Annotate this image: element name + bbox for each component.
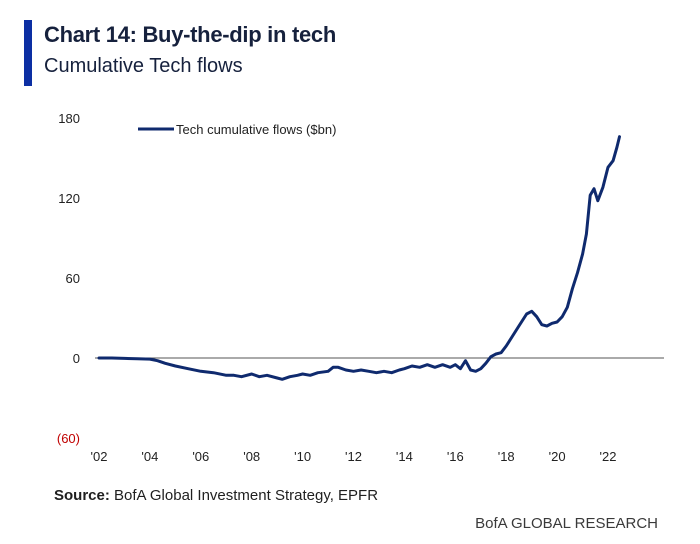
series-line	[97, 135, 621, 381]
x-tick-label: '08	[243, 449, 260, 464]
y-tick-label: 180	[58, 111, 80, 126]
y-tick-label: 120	[58, 191, 80, 206]
x-tick-label: '22	[600, 449, 617, 464]
x-tick-label: '18	[498, 449, 515, 464]
y-tick-label: 60	[66, 271, 80, 286]
source-note: Source: BofA Global Investment Strategy,…	[54, 487, 378, 504]
source-text: BofA Global Investment Strategy, EPFR	[114, 487, 379, 504]
brand-footer: BofA GLOBAL RESEARCH	[475, 515, 658, 532]
x-tick-label: '10	[294, 449, 311, 464]
title-accent-bar	[24, 20, 32, 86]
x-tick-label: '16	[447, 449, 464, 464]
x-tick-label: '14	[396, 449, 413, 464]
y-tick-label: (60)	[57, 431, 80, 446]
x-tick-label: '06	[192, 449, 209, 464]
x-tick-label: '04	[141, 449, 158, 464]
chart-subtitle: Cumulative Tech flows	[44, 55, 243, 77]
x-tick-label: '20	[549, 449, 566, 464]
x-tick-label: '02	[91, 449, 108, 464]
y-tick-label: 0	[73, 351, 80, 366]
x-tick-label: '12	[345, 449, 362, 464]
source-label: Source:	[54, 487, 110, 504]
legend-label: Tech cumulative flows ($bn)	[176, 122, 336, 137]
chart-title: Chart 14: Buy-the-dip in tech	[44, 22, 336, 47]
